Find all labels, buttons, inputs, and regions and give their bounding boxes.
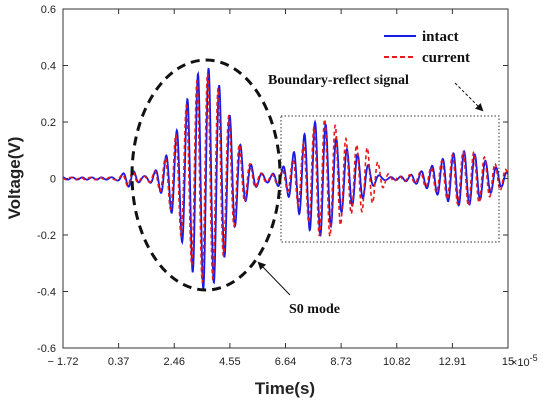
series-line-intact <box>63 67 508 290</box>
x-exponent-power: -5 <box>530 353 538 363</box>
y-tick-label: 0 <box>50 174 56 186</box>
x-tick-label: 4.55 <box>219 356 240 368</box>
x-tick-label: 0.37 <box>108 356 129 368</box>
x-exponent: ×10-5 <box>511 353 538 369</box>
legend: intact current <box>384 29 470 66</box>
boundary-reflect-box <box>280 115 500 243</box>
x-tick-label: 2.46 <box>164 356 185 368</box>
x-tick-label: 12.91 <box>439 356 467 368</box>
x-tick-label: 10.82 <box>383 356 411 368</box>
x-tick-label: 8.73 <box>330 356 351 368</box>
x-exponent-base: ×10 <box>511 357 530 369</box>
legend-current-label: current <box>422 50 470 66</box>
y-tick-label: -0.2 <box>37 230 56 242</box>
y-tick-label: 0.2 <box>41 117 56 129</box>
boundary-reflect-label: Boundary-reflect signal <box>268 73 409 88</box>
legend-intact-label: intact <box>422 29 459 45</box>
x-axis-ticks: − 1.72 0.37 2.46 4.55 6.64 8.73 10.82 12.91 15 <box>48 9 514 368</box>
y-tick-label: -0.6 <box>37 343 56 355</box>
s0-mode-arrow <box>257 261 291 296</box>
x-axis-label: Time(s) <box>255 379 315 398</box>
x-tick-label: 15 <box>502 356 514 368</box>
s0-mode-label: S0 mode <box>289 302 340 317</box>
series-group <box>63 67 508 290</box>
y-tick-label: 0.6 <box>41 4 56 16</box>
s0-mode-ellipse <box>130 58 282 292</box>
y-tick-label: 0.4 <box>41 61 56 73</box>
y-axis-ticks: 0.6 0.4 0.2 0 -0.2 -0.4 -0.6 <box>37 4 508 355</box>
y-axis-label: Voltage(V) <box>5 137 24 220</box>
boundary-reflect-arrow <box>454 82 484 112</box>
x-tick-label: − 1.72 <box>48 356 79 368</box>
x-tick-label: 6.64 <box>275 356 296 368</box>
y-tick-label: -0.4 <box>37 287 56 299</box>
